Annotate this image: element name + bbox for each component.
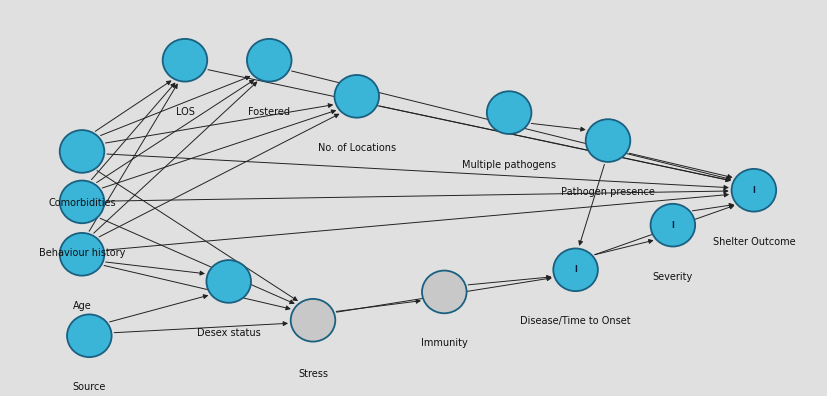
- Text: LOS: LOS: [175, 107, 194, 117]
- Ellipse shape: [60, 130, 104, 173]
- Ellipse shape: [60, 181, 104, 223]
- Text: Severity: Severity: [653, 272, 693, 282]
- Ellipse shape: [553, 248, 598, 291]
- Text: Behaviour history: Behaviour history: [39, 248, 125, 259]
- Text: Desex status: Desex status: [197, 328, 261, 338]
- Ellipse shape: [291, 299, 335, 342]
- Text: I: I: [753, 186, 755, 195]
- Ellipse shape: [422, 270, 466, 313]
- Text: Age: Age: [73, 301, 92, 311]
- Ellipse shape: [163, 39, 208, 82]
- Ellipse shape: [60, 233, 104, 276]
- Ellipse shape: [207, 260, 251, 303]
- Text: I: I: [574, 265, 577, 274]
- Text: Disease/Time to Onset: Disease/Time to Onset: [520, 316, 631, 326]
- Text: Source: Source: [73, 383, 106, 392]
- Text: No. of Locations: No. of Locations: [318, 143, 396, 153]
- Ellipse shape: [732, 169, 777, 211]
- Text: Immunity: Immunity: [421, 339, 468, 348]
- Ellipse shape: [651, 204, 696, 246]
- Ellipse shape: [67, 314, 112, 357]
- Text: I: I: [672, 221, 674, 230]
- Ellipse shape: [487, 91, 532, 134]
- Text: Comorbidities: Comorbidities: [48, 198, 116, 208]
- Ellipse shape: [334, 75, 379, 118]
- Text: Stress: Stress: [298, 369, 328, 379]
- Text: Pathogen presence: Pathogen presence: [561, 187, 655, 197]
- Text: Fostered: Fostered: [248, 107, 290, 117]
- Text: Multiple pathogens: Multiple pathogens: [462, 160, 556, 170]
- Text: Shelter Outcome: Shelter Outcome: [713, 237, 796, 247]
- Ellipse shape: [247, 39, 292, 82]
- Ellipse shape: [586, 119, 630, 162]
